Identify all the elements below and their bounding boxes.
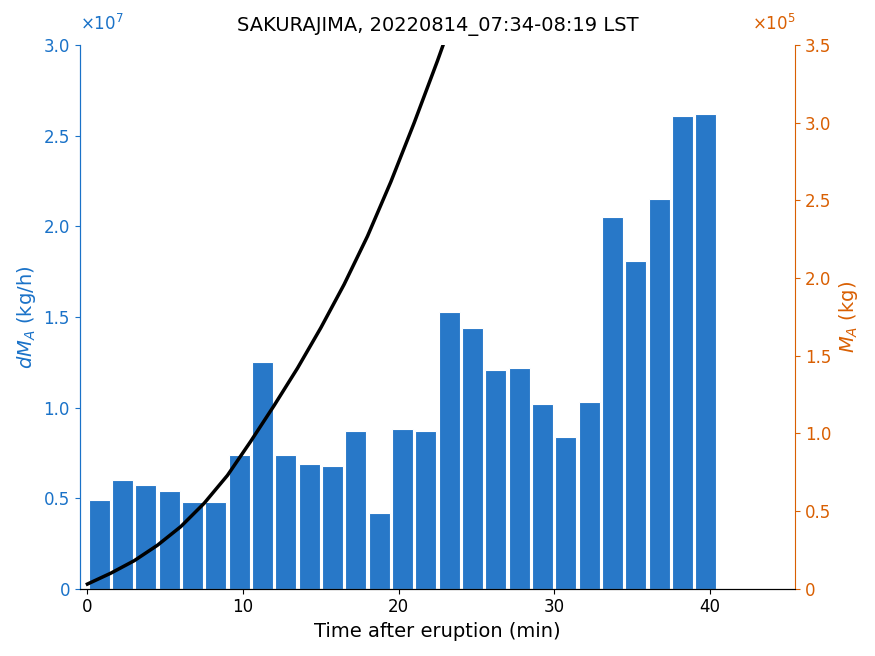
Bar bbox=[672, 116, 693, 588]
Bar bbox=[276, 455, 297, 588]
Bar bbox=[462, 328, 483, 588]
Bar bbox=[578, 402, 599, 588]
Text: $\times 10^5$: $\times 10^5$ bbox=[752, 14, 795, 34]
Title: SAKURAJIMA, 20220814_07:34-08:19 LST: SAKURAJIMA, 20220814_07:34-08:19 LST bbox=[236, 17, 639, 36]
Bar bbox=[392, 429, 413, 588]
Bar bbox=[228, 455, 249, 588]
Bar bbox=[112, 480, 133, 588]
Bar bbox=[696, 114, 717, 588]
Bar bbox=[368, 512, 389, 588]
Bar bbox=[486, 369, 507, 588]
Bar bbox=[88, 500, 109, 588]
Bar bbox=[252, 362, 273, 588]
Bar bbox=[532, 404, 553, 588]
Y-axis label: $dM_A$ (kg/h): $dM_A$ (kg/h) bbox=[15, 265, 38, 369]
Bar bbox=[322, 466, 343, 588]
Bar bbox=[182, 502, 203, 588]
Bar bbox=[298, 464, 319, 588]
X-axis label: Time after eruption (min): Time after eruption (min) bbox=[314, 622, 561, 641]
Text: $\times 10^7$: $\times 10^7$ bbox=[80, 14, 123, 34]
Bar bbox=[508, 368, 529, 588]
Bar bbox=[136, 485, 157, 588]
Bar bbox=[648, 199, 669, 588]
Bar bbox=[556, 436, 577, 588]
Bar bbox=[602, 217, 623, 588]
Bar bbox=[416, 431, 437, 588]
Bar bbox=[346, 431, 367, 588]
Bar bbox=[158, 491, 179, 588]
Bar bbox=[438, 312, 459, 588]
Y-axis label: $M_A$ (kg): $M_A$ (kg) bbox=[837, 281, 860, 353]
Bar bbox=[206, 502, 227, 588]
Bar bbox=[626, 261, 647, 588]
